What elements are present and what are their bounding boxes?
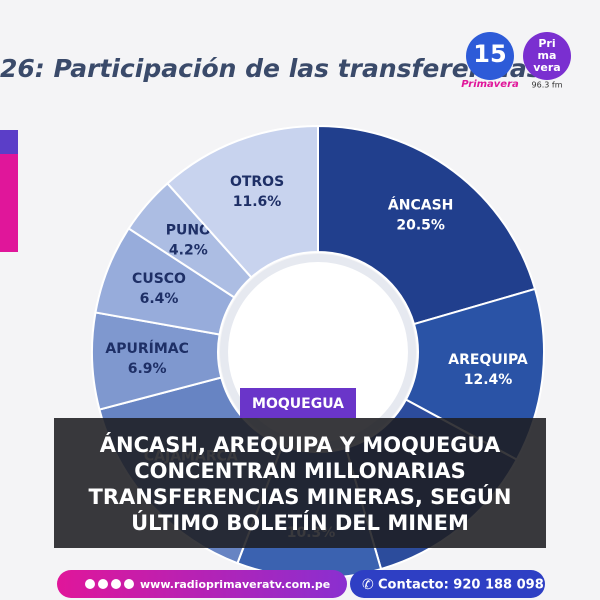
value-label: 6.4% bbox=[140, 291, 179, 307]
side-bar-magenta bbox=[0, 154, 18, 252]
value-label: 6.9% bbox=[128, 361, 167, 377]
phone-icon: ✆ bbox=[362, 577, 374, 593]
logo-brand: Primavera bbox=[461, 79, 519, 90]
segment-label: PUNO bbox=[166, 223, 211, 239]
headline-box bbox=[54, 418, 546, 548]
social-icon bbox=[124, 579, 134, 589]
social-icon bbox=[111, 579, 121, 589]
logo-number: 15 bbox=[473, 40, 506, 68]
donut-segment bbox=[166, 124, 319, 279]
headline-line: ÁNCASH, AREQUIPA Y MOQUEGUA bbox=[100, 432, 501, 457]
value-label: 20.5% bbox=[396, 217, 445, 233]
footer-contact-pill bbox=[350, 570, 545, 598]
value-label: 12.4% bbox=[464, 372, 513, 388]
footer-web-pill bbox=[57, 570, 347, 598]
value-label: 4.2% bbox=[169, 243, 208, 259]
social-icon bbox=[98, 579, 108, 589]
segment-label: OTROS bbox=[230, 174, 284, 190]
social-icon bbox=[85, 579, 95, 589]
headline-line: TRANSFERENCIAS MINERAS, SEGÚN bbox=[89, 484, 512, 509]
logo-text: ma bbox=[538, 49, 557, 62]
side-bar-blue bbox=[0, 130, 18, 154]
value-label: 11.6% bbox=[233, 194, 282, 210]
tag: MOQUEGUA bbox=[252, 396, 344, 412]
logo-frequency: 96.3 fm bbox=[532, 81, 563, 90]
segment-label: ÁNCASH bbox=[388, 196, 453, 213]
logo-text: vera bbox=[533, 61, 560, 74]
headline-line: CONCENTRAN MILLONARIAS bbox=[134, 459, 466, 483]
segment-label: APURÍMAC bbox=[105, 340, 189, 357]
contact[interactable]: Contacto: 920 188 098 bbox=[378, 578, 544, 593]
logo-primavera bbox=[523, 32, 571, 80]
website[interactable]: www.radioprimaveratv.com.pe bbox=[140, 578, 330, 591]
logo-15 bbox=[466, 32, 514, 80]
headline-line: ÚLTIMO BOLETÍN DEL MINEM bbox=[131, 510, 469, 535]
tag-box bbox=[240, 388, 356, 418]
logo-text: Pri bbox=[538, 37, 555, 50]
segment-label: AREQUIPA bbox=[448, 352, 528, 368]
chart-title: 26: Participación de las transferencias bbox=[0, 54, 542, 83]
donut-segment bbox=[317, 124, 537, 326]
segment-label: CUSCO bbox=[132, 271, 186, 287]
